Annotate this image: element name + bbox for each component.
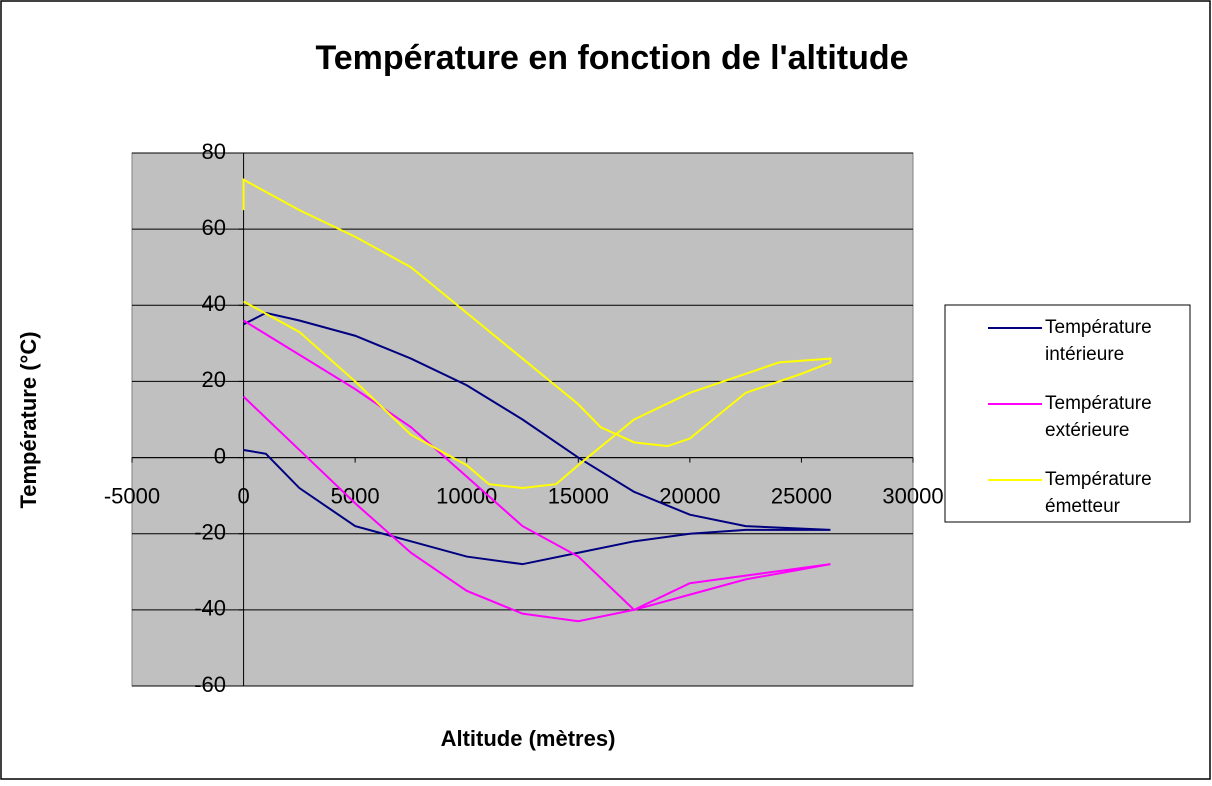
y-tick-label: -40 xyxy=(194,596,226,621)
y-tick-label: 0 xyxy=(214,443,226,468)
legend-label: Température extérieure xyxy=(1045,393,1157,441)
x-tick-label: 25000 xyxy=(771,483,832,508)
x-tick-label: 30000 xyxy=(882,483,943,508)
series-line xyxy=(242,319,831,623)
y-tick-label: 60 xyxy=(202,215,226,240)
y-tick-label: -60 xyxy=(194,672,226,697)
chart-title: Température en fonction de l'altitude xyxy=(315,39,908,77)
legend-label: Température intérieure xyxy=(1045,317,1157,365)
legend xyxy=(944,304,1191,523)
y-tick-label: 20 xyxy=(202,367,226,392)
x-tick-label: 20000 xyxy=(659,483,720,508)
x-axis-label: Altitude (mètres) xyxy=(441,726,616,751)
series-line xyxy=(242,177,832,490)
y-axis-label: Température (°C) xyxy=(16,331,41,508)
y-tick-label: 40 xyxy=(202,291,226,316)
x-tick-label: 15000 xyxy=(548,483,609,508)
x-tick-label: 0 xyxy=(237,483,249,508)
x-tick-label: -5000 xyxy=(104,483,160,508)
y-tick-label: 80 xyxy=(202,139,226,164)
legend-label: Température émetteur xyxy=(1045,469,1157,517)
y-tick-label: -20 xyxy=(194,520,226,545)
